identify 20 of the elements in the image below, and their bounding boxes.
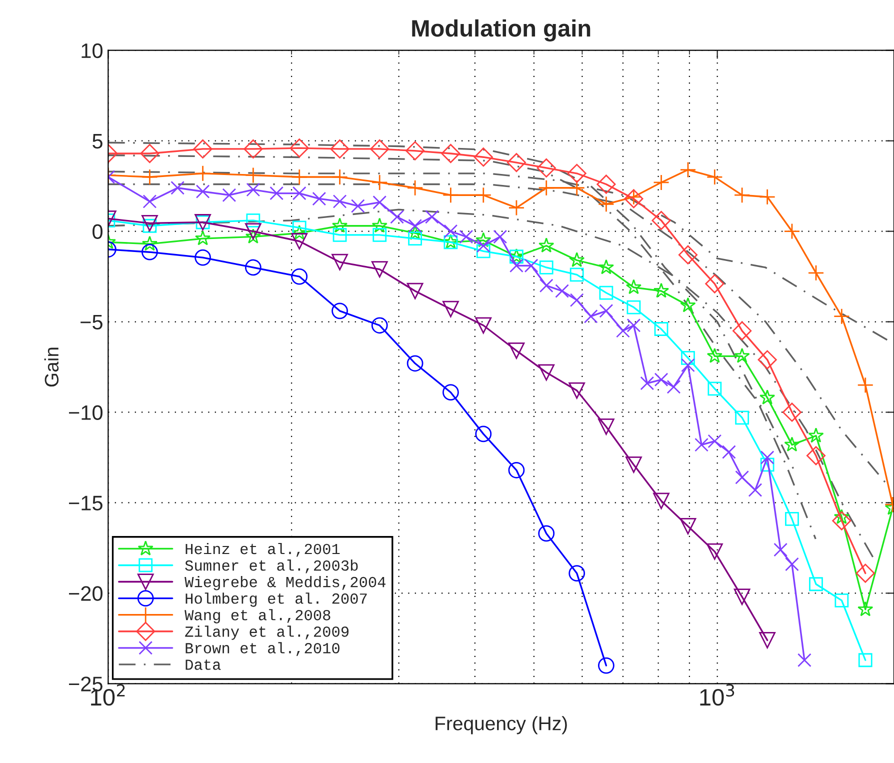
x-tick-label: 10$^{3}$ (700, 684, 734, 706)
y-tick-label: 0 (92, 224, 102, 240)
legend-label: Zilany et al.,2009 (185, 626, 349, 640)
legend-label: Heinz et al.,2001 (186, 542, 340, 557)
y-tick-label: −5 (80, 314, 102, 330)
y-tick-label: −25 (69, 676, 102, 692)
y-tick-label: 5 (92, 134, 102, 149)
y-tick-label: −10 (69, 405, 102, 420)
y-tick-label: 10 (82, 43, 102, 58)
x-axis-title: Frequency (Hz) (436, 716, 567, 734)
legend-label: Wiegrebe & Meddis,2004 (184, 576, 386, 590)
legend-label: Holmberg et al. 2007 (186, 592, 367, 607)
legend-label: Data (186, 660, 221, 670)
legend-label: Wang et al.,2008 (184, 609, 330, 624)
y-axis-title: Gain (44, 348, 59, 387)
legend-label: Brown et al.,2010 (186, 642, 340, 656)
legend-label: Sumner et al.,2003b (185, 560, 358, 574)
chart-title: Modulation gain (412, 19, 590, 42)
y-tick-label: −15 (69, 496, 102, 510)
y-tick-label: −20 (69, 586, 102, 601)
